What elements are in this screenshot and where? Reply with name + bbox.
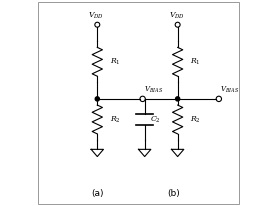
- Text: $V_{DD}$: $V_{DD}$: [169, 11, 184, 21]
- Text: $R_2$: $R_2$: [190, 114, 201, 125]
- Text: (a): (a): [91, 189, 104, 198]
- Text: $V_{BIAS}$: $V_{BIAS}$: [220, 85, 239, 95]
- Circle shape: [176, 97, 180, 101]
- Circle shape: [95, 97, 99, 101]
- Text: $R_1$: $R_1$: [190, 57, 201, 67]
- Circle shape: [95, 22, 100, 27]
- Text: $R_1$: $R_1$: [110, 57, 120, 67]
- Text: $R_2$: $R_2$: [110, 114, 120, 125]
- Text: $C_2$: $C_2$: [150, 114, 161, 125]
- Circle shape: [216, 96, 222, 102]
- Circle shape: [140, 96, 145, 102]
- Text: (b): (b): [167, 189, 180, 198]
- Text: $V_{BIAS}$: $V_{BIAS}$: [144, 85, 163, 95]
- Circle shape: [175, 22, 180, 27]
- Text: $V_{DD}$: $V_{DD}$: [88, 11, 104, 21]
